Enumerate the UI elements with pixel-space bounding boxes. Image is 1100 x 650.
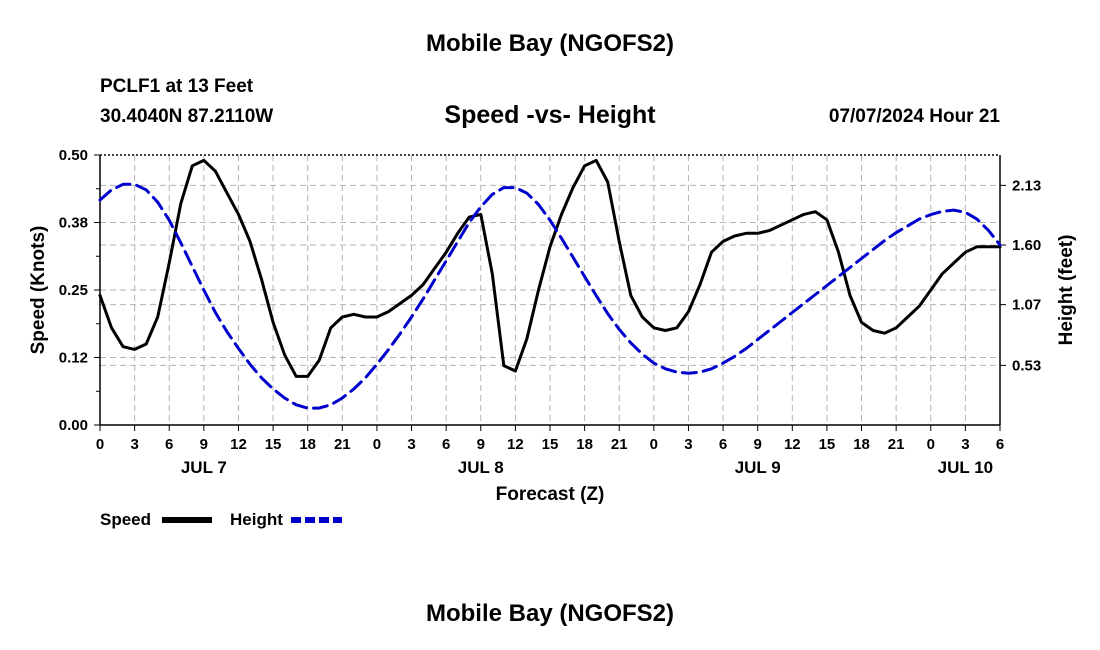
y-right-tick-label: 1.60 — [1012, 237, 1041, 254]
x-axis-label: Forecast (Z) — [496, 484, 605, 505]
x-tick-label: 18 — [576, 436, 593, 453]
legend: Speed Height — [100, 510, 342, 529]
x-tick-label: 21 — [888, 436, 905, 453]
x-tick-label: 6 — [165, 436, 173, 453]
station-coordinates: 30.4040N 87.2110W — [100, 106, 274, 127]
axes: 0 3 6 9 12 15 18 21 0 3 6 9 12 15 18 21 0 3 6 9 12 15 18 21 0 3 6J… — [59, 147, 1041, 477]
x-tick-label: 3 — [407, 436, 415, 453]
y-right-tick-label: 2.13 — [1012, 177, 1041, 194]
x-tick-label: 21 — [611, 436, 628, 453]
x-day-label: JUL 8 — [458, 458, 504, 477]
x-tick-label: 9 — [200, 436, 208, 453]
x-tick-label: 0 — [373, 436, 381, 453]
x-tick-label: 9 — [477, 436, 485, 453]
y-axis-right-label: Height (feet) — [1056, 235, 1077, 346]
series — [98, 158, 1002, 410]
x-tick-label: 6 — [996, 436, 1004, 453]
x-tick-label: 3 — [961, 436, 969, 453]
y-left-tick-label: 0.12 — [59, 350, 88, 367]
y-right-tick-label: 0.53 — [1012, 357, 1041, 374]
x-tick-label: 0 — [650, 436, 658, 453]
speed-series-line — [98, 158, 1002, 378]
x-tick-label: 0 — [96, 436, 104, 453]
x-tick-label: 12 — [784, 436, 801, 453]
x-tick-label: 18 — [299, 436, 316, 453]
x-tick-label: 15 — [542, 436, 559, 453]
x-tick-label: 3 — [684, 436, 692, 453]
x-tick-label: 12 — [230, 436, 247, 453]
x-tick-label: 6 — [719, 436, 727, 453]
x-tick-label: 12 — [507, 436, 524, 453]
chart-subtitle: Speed -vs- Height — [444, 101, 656, 129]
footer-title: Mobile Bay (NGOFS2) — [425, 600, 675, 627]
grid-lines — [100, 155, 1000, 425]
x-tick-label: 21 — [334, 436, 351, 453]
y-left-tick-label: 0.50 — [59, 147, 88, 164]
x-tick-label: 15 — [819, 436, 836, 453]
station-label: PCLF1 at 13 Feet — [100, 76, 254, 97]
x-tick-label: 6 — [442, 436, 450, 453]
x-tick-label: 0 — [927, 436, 935, 453]
forecast-datetime: 07/07/2024 Hour 21 — [828, 106, 1000, 127]
x-tick-label: 3 — [130, 436, 138, 453]
y-left-tick-label: 0.00 — [59, 417, 88, 434]
x-tick-label: 18 — [853, 436, 870, 453]
chart-title: Mobile Bay (NGOFS2) — [425, 30, 675, 57]
x-tick-label: 15 — [265, 436, 282, 453]
x-tick-label: 9 — [754, 436, 762, 453]
legend-height-label: Height — [230, 510, 283, 529]
y-left-tick-label: 0.38 — [59, 215, 88, 232]
y-left-tick-label: 0.25 — [59, 282, 88, 299]
y-right-tick-label: 1.07 — [1012, 297, 1041, 314]
legend-speed-label: Speed — [100, 510, 151, 529]
x-day-label: JUL 7 — [181, 458, 227, 477]
x-day-label: JUL 10 — [938, 458, 993, 477]
x-day-label: JUL 9 — [735, 458, 781, 477]
height-series-line — [98, 182, 1002, 410]
y-axis-left-label: Speed (Knots) — [28, 226, 49, 355]
